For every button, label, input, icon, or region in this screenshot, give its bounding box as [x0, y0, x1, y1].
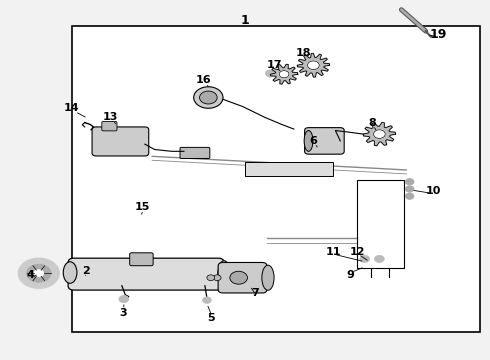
- Polygon shape: [297, 53, 330, 77]
- Circle shape: [26, 264, 51, 282]
- Circle shape: [18, 258, 59, 288]
- Text: 19: 19: [429, 28, 447, 41]
- Text: 17: 17: [267, 60, 282, 70]
- Ellipse shape: [304, 131, 313, 151]
- Text: 13: 13: [103, 112, 118, 122]
- Text: 4: 4: [26, 270, 34, 280]
- Text: 8: 8: [368, 118, 376, 128]
- Circle shape: [405, 193, 414, 199]
- Circle shape: [194, 87, 223, 108]
- Text: 2: 2: [82, 266, 90, 276]
- Text: 16: 16: [196, 75, 211, 85]
- FancyBboxPatch shape: [92, 127, 149, 156]
- Circle shape: [119, 296, 129, 303]
- FancyBboxPatch shape: [102, 122, 117, 131]
- Circle shape: [34, 270, 44, 277]
- FancyBboxPatch shape: [218, 262, 267, 293]
- Ellipse shape: [63, 262, 77, 283]
- FancyBboxPatch shape: [68, 258, 224, 290]
- Polygon shape: [270, 64, 298, 84]
- Circle shape: [213, 275, 221, 280]
- Text: 1: 1: [241, 14, 249, 27]
- Text: 9: 9: [346, 270, 354, 280]
- Ellipse shape: [262, 265, 274, 290]
- Text: 11: 11: [325, 247, 341, 257]
- Text: 15: 15: [135, 202, 150, 212]
- Circle shape: [360, 255, 369, 262]
- Text: 5: 5: [207, 313, 215, 323]
- Circle shape: [405, 186, 414, 192]
- Bar: [357, 180, 404, 268]
- FancyBboxPatch shape: [305, 128, 344, 154]
- Circle shape: [207, 275, 215, 280]
- Circle shape: [202, 297, 211, 303]
- Circle shape: [374, 255, 384, 262]
- Circle shape: [199, 91, 217, 104]
- Circle shape: [373, 130, 385, 138]
- Text: 10: 10: [425, 186, 441, 196]
- Circle shape: [279, 71, 289, 78]
- Ellipse shape: [218, 261, 230, 288]
- Bar: [72, 26, 480, 332]
- Text: 12: 12: [350, 247, 365, 257]
- Circle shape: [405, 179, 414, 185]
- FancyBboxPatch shape: [130, 253, 153, 266]
- Circle shape: [230, 271, 247, 284]
- Text: 18: 18: [296, 48, 311, 58]
- FancyBboxPatch shape: [180, 147, 210, 158]
- Circle shape: [308, 61, 319, 69]
- Text: 7: 7: [251, 288, 259, 298]
- Circle shape: [266, 70, 275, 77]
- Text: 6: 6: [310, 136, 318, 145]
- Bar: [245, 162, 333, 176]
- Polygon shape: [363, 122, 395, 146]
- Text: 14: 14: [64, 103, 79, 113]
- Text: 3: 3: [119, 308, 126, 318]
